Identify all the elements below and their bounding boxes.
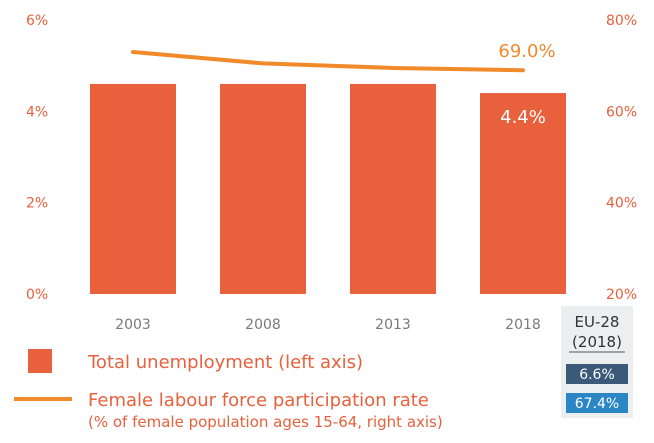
bar-2008 — [220, 83, 306, 294]
x-tick-label: 2013 — [375, 317, 411, 333]
x-tick-label: 2008 — [245, 317, 281, 333]
bar-data-label: 4.4% — [500, 107, 546, 128]
left-tick-label: 0% — [26, 287, 48, 303]
right-tick-label: 20% — [606, 287, 637, 303]
bar-2013 — [350, 83, 436, 294]
right-tick-label: 40% — [606, 196, 637, 212]
left-tick-label: 2% — [26, 196, 48, 212]
bar-2018 — [480, 93, 566, 294]
eu-title-line1: EU-28 — [575, 313, 620, 331]
legend-line-sublabel: (% of female population ages 15-64, righ… — [88, 413, 443, 431]
bar-2003 — [90, 83, 176, 294]
eu-unemployment-value: 6.6% — [579, 367, 615, 383]
legend-bar-swatch — [28, 349, 52, 373]
participation-line — [131, 49, 525, 73]
right-tick-label: 80% — [606, 13, 637, 29]
x-tick-label: 2018 — [505, 317, 541, 333]
eu-unemployment-badge — [566, 364, 628, 384]
left-tick-label: 4% — [26, 104, 48, 120]
right-tick-label: 60% — [606, 104, 637, 120]
legend-bar-label: Total unemployment (left axis) — [87, 352, 363, 373]
legend-line-label: Female labour force participation rate — [88, 390, 429, 411]
left-tick-label: 6% — [26, 13, 48, 29]
eu-participation-badge — [566, 393, 628, 413]
line-data-label: 69.0% — [498, 41, 555, 62]
eu-title-line2: (2018) — [572, 333, 622, 351]
x-tick-label: 2003 — [115, 317, 151, 333]
eu-participation-value: 67.4% — [575, 396, 619, 412]
